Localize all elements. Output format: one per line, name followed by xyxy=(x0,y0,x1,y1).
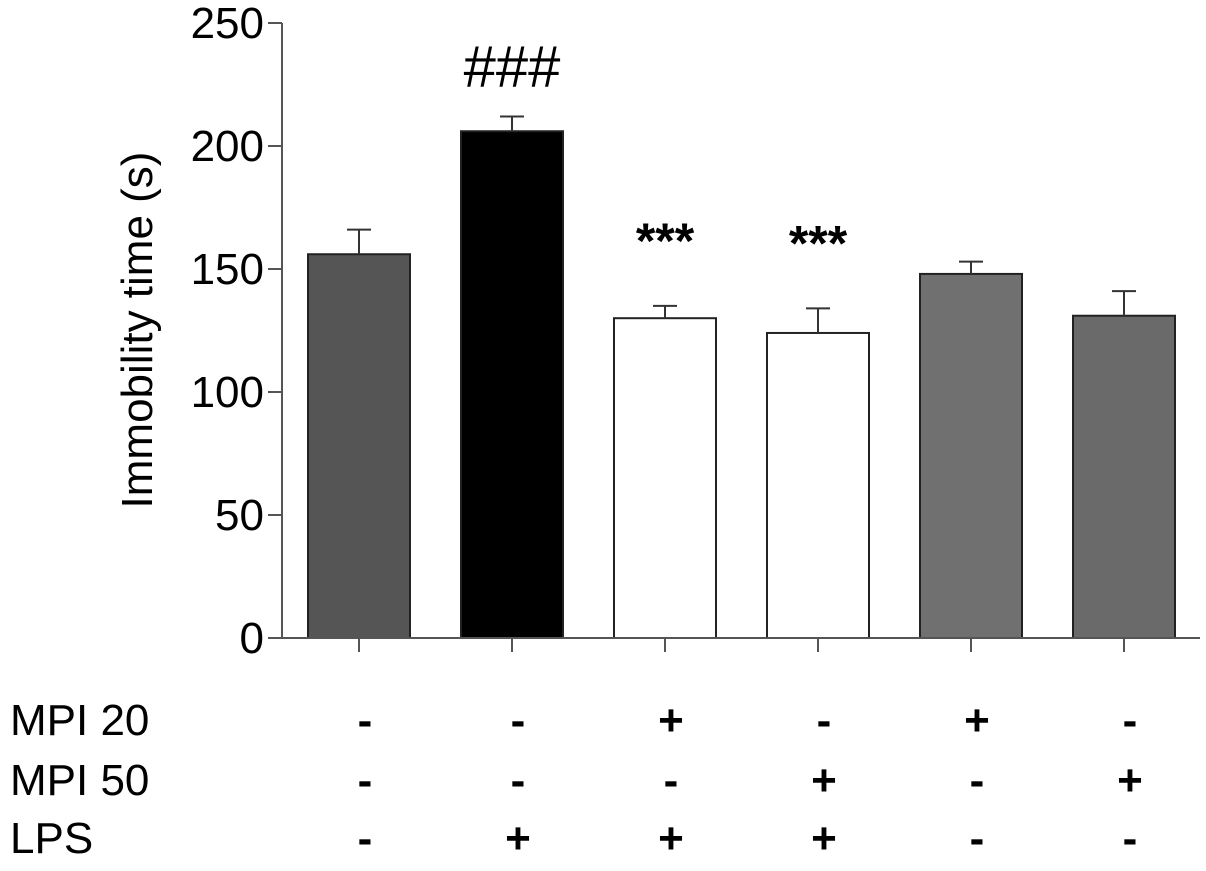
y-tick-label: 200 xyxy=(191,122,264,171)
y-tick-label: 250 xyxy=(191,0,264,48)
y-axis-title: Immobility time (s) xyxy=(113,152,162,509)
condition-sign: - xyxy=(1123,696,1138,745)
bar xyxy=(460,130,564,640)
condition-sign: + xyxy=(811,756,837,805)
condition-sign: + xyxy=(811,814,837,863)
bar xyxy=(307,253,411,640)
condition-label: MPI 50 xyxy=(10,756,149,805)
y-axis: 0 50 100 150 200 250 xyxy=(191,0,283,663)
bars-group: ### *** *** xyxy=(307,34,1176,640)
y-tick-label: 100 xyxy=(191,368,264,417)
significance-label: ### xyxy=(464,34,561,99)
condition-sign: + xyxy=(964,696,990,745)
y-tick-label: 150 xyxy=(191,245,264,294)
y-tick-label: 50 xyxy=(215,491,264,540)
condition-sign: + xyxy=(1117,756,1143,805)
condition-sign: - xyxy=(664,756,679,805)
condition-sign: - xyxy=(358,756,373,805)
bar xyxy=(1072,314,1176,639)
condition-sign: - xyxy=(1123,814,1138,863)
significance-label: *** xyxy=(636,213,695,269)
y-tick-label: 0 xyxy=(240,614,264,663)
condition-sign: - xyxy=(511,756,526,805)
bar xyxy=(919,272,1023,639)
condition-sign: - xyxy=(970,814,985,863)
condition-sign: - xyxy=(970,756,985,805)
condition-table: MPI 20 - - + - + - MPI 50 - - - + - + LPS - + + + - - xyxy=(10,696,1143,863)
condition-label: MPI 20 xyxy=(10,696,149,745)
condition-sign: + xyxy=(658,696,684,745)
condition-sign: - xyxy=(511,696,526,745)
bar xyxy=(613,317,717,639)
condition-sign: + xyxy=(658,814,684,863)
bar xyxy=(766,331,870,639)
condition-sign: + xyxy=(505,814,531,863)
condition-sign: - xyxy=(817,696,832,745)
significance-label: *** xyxy=(789,215,848,271)
condition-sign: - xyxy=(358,696,373,745)
x-axis xyxy=(282,637,1200,652)
condition-label: LPS xyxy=(10,814,93,863)
condition-sign: - xyxy=(358,814,373,863)
